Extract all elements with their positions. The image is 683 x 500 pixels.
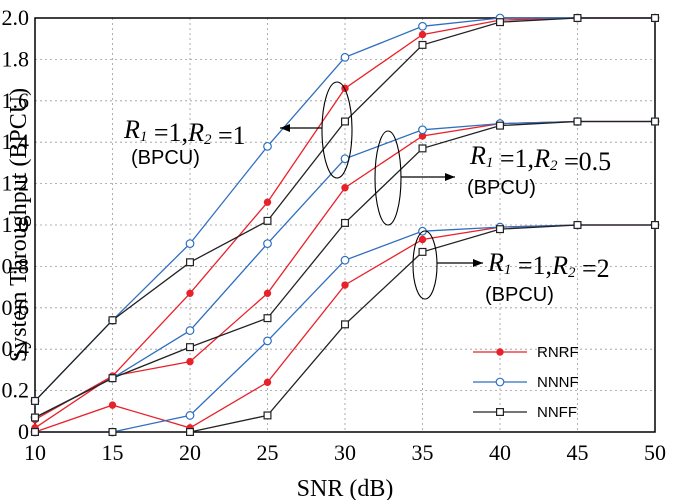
data-point-nnff [496, 225, 505, 234]
data-point-nnff [650, 221, 659, 230]
x-tick-label: 50 [644, 440, 666, 465]
data-point-nnff [418, 247, 427, 256]
data-point-nnff [573, 221, 582, 230]
arrow-head [445, 173, 455, 181]
x-axis-title: SNR (dB) [297, 476, 394, 500]
x-tick-label: 30 [334, 440, 356, 465]
data-point-nnnf [263, 141, 272, 151]
data-point-nnff [186, 258, 195, 267]
data-point-rnrf [263, 198, 272, 206]
data-point-nnff [418, 40, 427, 49]
data-point-rnrf [108, 401, 117, 409]
data-point-nnff [263, 314, 272, 323]
y-tick-label: 1.6 [2, 88, 30, 113]
data-point-nnnf [418, 21, 427, 31]
group-ellipse [374, 130, 402, 226]
group-ellipse [412, 230, 438, 300]
data-point-nnff [263, 216, 272, 225]
y-tick-label: 0.6 [2, 295, 30, 320]
data-point-nnnf [340, 154, 350, 164]
annotations: R1 =1,R2 =1(BPCU) R1 =1,R2 =0.5(BPCU)R1 =… [123, 81, 611, 306]
data-point-nnff [341, 320, 350, 329]
y-tick-labels: 0 0.2 0.4 0.6 0.8 1.0 1.2 1.4 1.6 1.8 2.0 [2, 5, 30, 444]
y-axis-title: System Throughput (BPCU) [6, 88, 32, 362]
group-ellipse [321, 81, 353, 179]
legend-label-nnnf: NNNF [537, 374, 579, 391]
data-point-nnff [496, 18, 505, 27]
series-lines [30, 13, 660, 437]
data-point-nnnf [185, 239, 195, 249]
annotation-unit-label: (BPCU) [131, 147, 200, 169]
annotation-rate-label: R1 =1,R2 =0.5 [469, 141, 611, 176]
data-point-nnnf [340, 52, 350, 62]
data-point-nnff [31, 413, 40, 422]
data-point-nnff [108, 374, 117, 383]
annotation-unit-label: (BPCU) [467, 177, 536, 199]
data-point-nnff [263, 411, 272, 420]
data-point-rnrf [263, 378, 272, 387]
data-point-rnrf [186, 357, 194, 366]
data-point-nnff [650, 117, 659, 126]
x-tick-labels: 10 15 20 25 30 35 40 45 50 [24, 440, 666, 465]
x-tick-label: 15 [102, 440, 124, 465]
data-point-nnff [108, 428, 117, 437]
x-tick-label: 35 [412, 440, 434, 465]
y-tick-label: 0.2 [2, 378, 30, 403]
data-point-nnff [650, 14, 659, 23]
y-tick-label: 0.8 [2, 253, 30, 278]
y-tick-label: 0 [18, 419, 29, 444]
y-tick-label: 1.8 [2, 46, 30, 71]
data-point-nnff [186, 343, 195, 352]
data-point-nnff [573, 117, 582, 126]
data-point-rnrf [186, 289, 194, 298]
data-point-nnff [31, 428, 40, 437]
y-tick-label: 2.0 [2, 5, 30, 30]
data-point-nnff [496, 121, 505, 130]
y-tick-label: 0.4 [2, 336, 30, 361]
data-point-nnnf [263, 239, 272, 249]
data-point-rnrf [263, 289, 272, 298]
y-tick-label: 1.0 [2, 212, 30, 237]
x-tick-label: 25 [257, 440, 279, 465]
legend-label-nnff: NNFF [537, 404, 577, 421]
arrow-head [280, 124, 290, 132]
data-point-rnrf [341, 281, 349, 289]
data-point-nnff [108, 316, 117, 325]
data-point-nnnf [185, 411, 195, 420]
data-point-nnnf [263, 336, 272, 346]
annotation-unit-label: (BPCU) [485, 284, 554, 306]
legend: RNRF NNNF NNFF [473, 344, 579, 421]
y-tick-label: 1.4 [2, 129, 30, 154]
data-point-nnff [573, 14, 582, 23]
data-point-nnff [186, 428, 195, 437]
data-point-nnff [341, 218, 350, 227]
legend-marker-nnff [496, 408, 505, 417]
legend-marker-rnrf [496, 348, 504, 356]
data-point-nnnf [340, 255, 350, 265]
legend-marker-nnnf [495, 377, 505, 387]
legend-label-rnrf: RNRF [537, 344, 579, 361]
data-point-nnff [341, 117, 350, 126]
arrow-head [473, 259, 483, 267]
annotation-rate-label: R1 =1,R2 =2 [487, 248, 610, 283]
data-point-nnnf [185, 326, 195, 335]
x-tick-label: 20 [179, 440, 201, 465]
annotation-rate-label: R1 =1,R2 =1 [123, 115, 246, 150]
data-point-rnrf [418, 30, 427, 39]
data-point-rnrf [341, 184, 349, 192]
data-point-nnff [418, 144, 427, 153]
x-tick-label: 45 [567, 440, 589, 465]
data-point-nnnf [418, 125, 427, 135]
y-tick-label: 1.2 [2, 171, 30, 196]
data-point-rnrf [418, 235, 427, 244]
x-tick-label: 40 [489, 440, 511, 465]
data-point-nnff [31, 396, 40, 405]
x-tick-label: 10 [24, 440, 46, 465]
